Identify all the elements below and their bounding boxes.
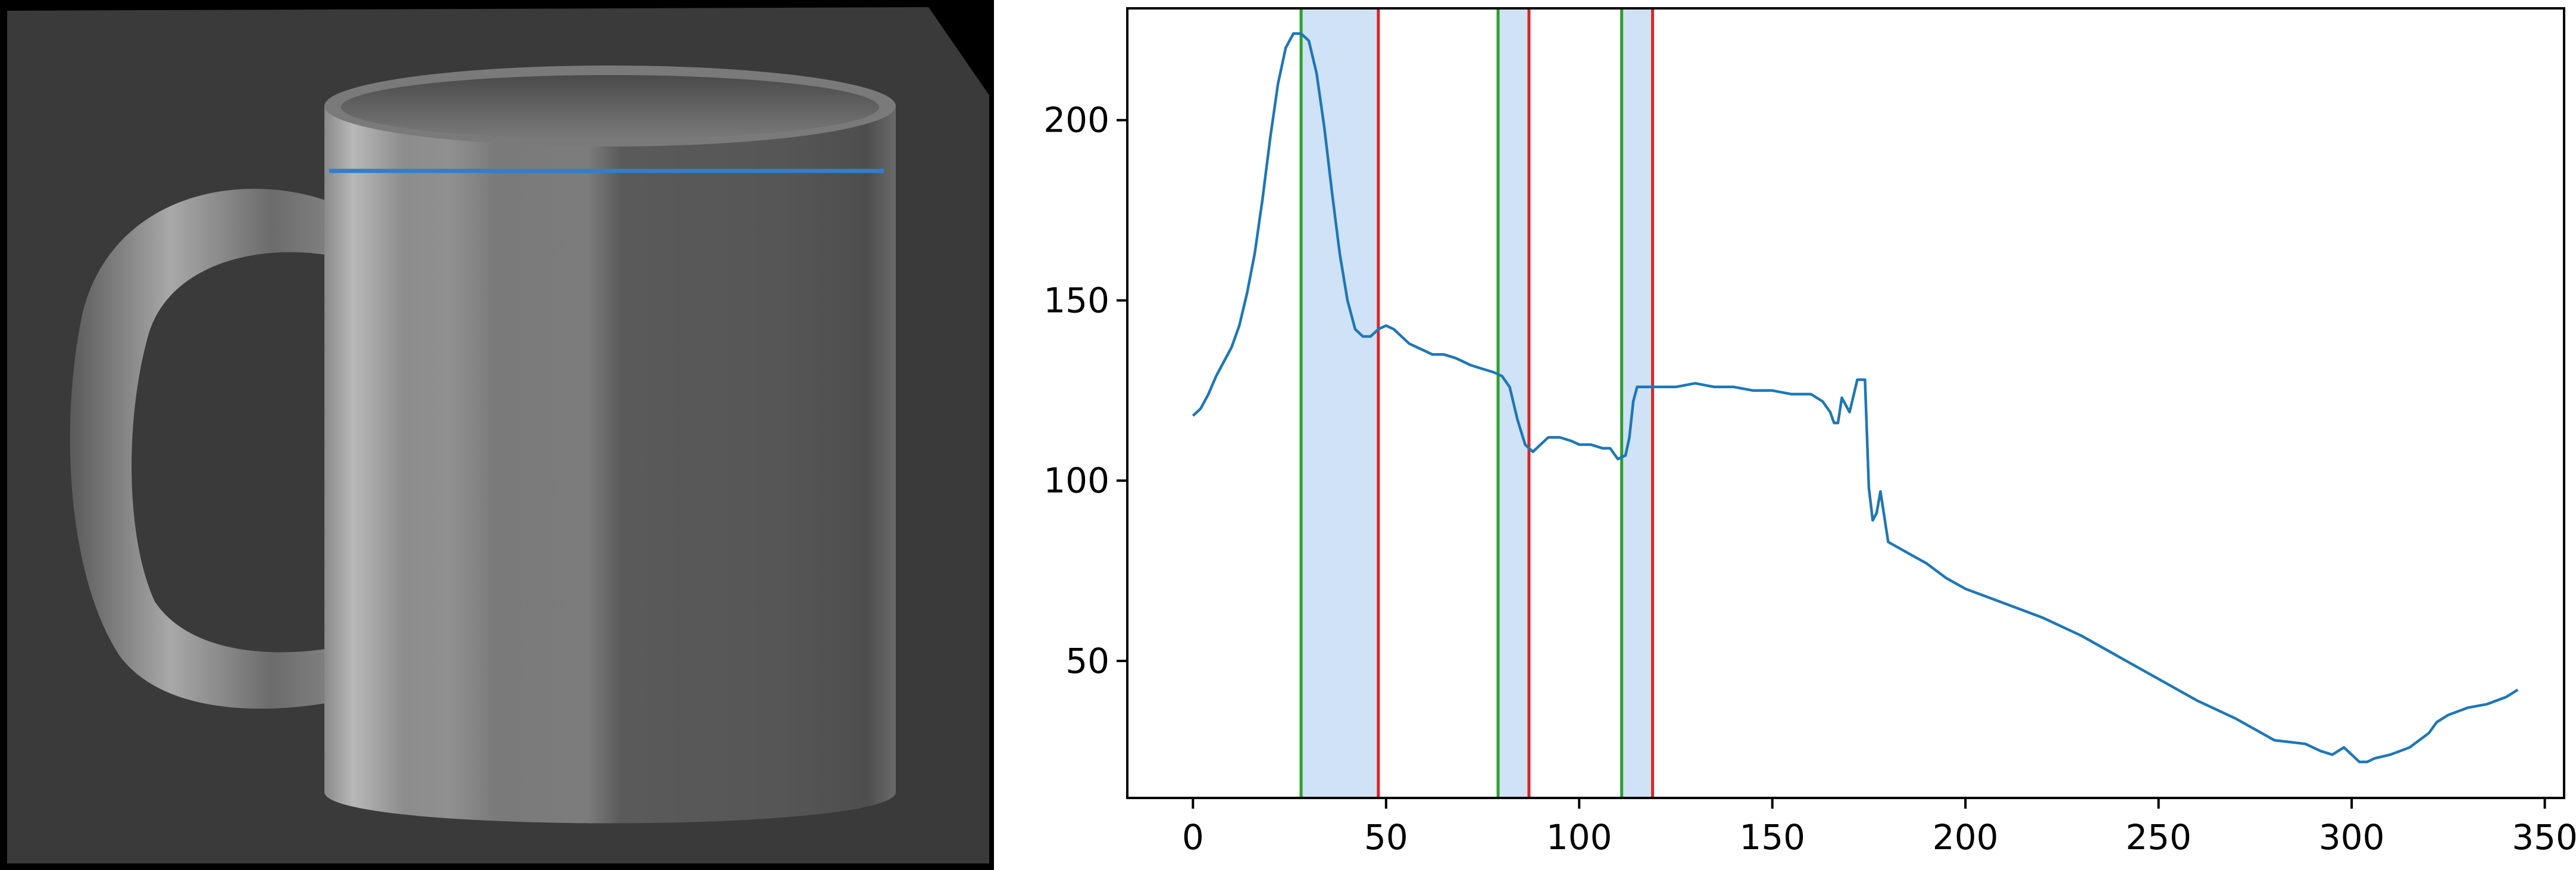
x-tick-label: 200 [1933, 817, 1999, 857]
series-layer [1192, 32, 2519, 763]
x-tick-label: 150 [1739, 817, 1805, 857]
shaded-span-1 [1301, 8, 1378, 798]
axes-frame [1126, 7, 2565, 799]
mug-interior [341, 75, 879, 139]
mug-body [324, 107, 896, 824]
handle-gap [132, 252, 357, 653]
x-tick-label: 50 [1364, 817, 1408, 857]
x-tick-label: 350 [2512, 817, 2576, 857]
y-tick-label: 50 [1065, 641, 1109, 681]
x-axis-ticks: 0 50 100 150 200 250 300 350 [1182, 798, 2576, 857]
intensity-profile-plot: 0 50 100 150 200 250 300 350 50 100 150 200 [994, 0, 2576, 870]
mug-image [0, 0, 994, 870]
y-tick-label: 100 [1043, 460, 1109, 501]
shaded-span-3 [1621, 8, 1653, 798]
x-tick-label: 250 [2125, 817, 2192, 857]
profile-chart: 0 50 100 150 200 250 300 350 50 100 150 200 [1043, 7, 2576, 857]
mug-image-panel [0, 0, 994, 870]
boundary-lines [1299, 8, 1655, 798]
y-tick-label: 150 [1043, 280, 1109, 320]
x-tick-label: 0 [1182, 817, 1204, 857]
x-tick-label: 300 [2319, 817, 2385, 857]
y-axis-ticks: 50 100 150 200 [1043, 100, 1127, 681]
shaded-spans [1301, 8, 1653, 798]
series-line-1 [1192, 32, 2519, 763]
x-tick-label: 100 [1546, 817, 1612, 857]
mug-handle [70, 189, 357, 709]
y-tick-label: 200 [1043, 100, 1109, 141]
